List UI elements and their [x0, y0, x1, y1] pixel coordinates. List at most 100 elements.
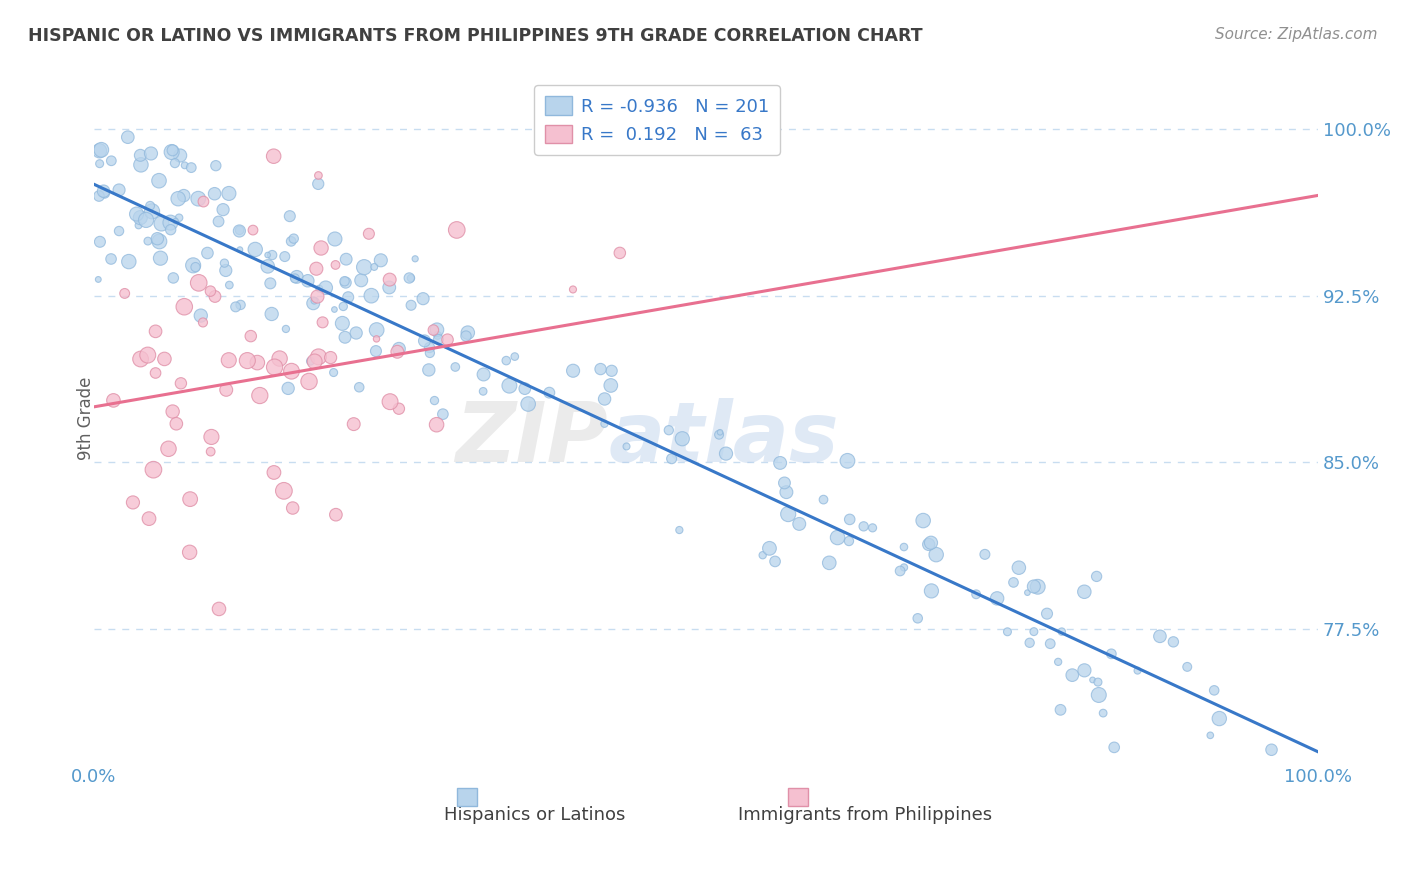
Point	[335, 276, 357, 290]
Point	[145, 324, 167, 338]
Point	[298, 375, 321, 389]
Point	[1047, 655, 1070, 669]
Point	[350, 273, 373, 287]
Point	[184, 260, 207, 274]
Point	[668, 523, 690, 537]
Point	[1073, 663, 1095, 677]
Point	[387, 344, 409, 359]
Point	[661, 451, 683, 466]
Point	[707, 427, 730, 442]
Point	[208, 602, 231, 616]
Point	[281, 501, 304, 516]
Point	[1099, 647, 1122, 661]
Point	[153, 351, 176, 366]
Point	[117, 130, 139, 145]
Point	[218, 353, 240, 368]
Point	[308, 350, 330, 364]
Point	[138, 511, 160, 525]
Point	[239, 329, 262, 343]
Point	[260, 307, 283, 321]
Point	[1017, 585, 1039, 599]
Point	[503, 350, 526, 364]
Point	[378, 280, 401, 294]
Point	[136, 348, 159, 362]
Point	[242, 223, 264, 237]
Point	[159, 216, 181, 230]
Point	[388, 401, 411, 416]
Point	[173, 300, 195, 314]
Point	[169, 148, 191, 162]
Point	[472, 368, 495, 382]
Point	[427, 332, 450, 346]
Point	[1050, 624, 1073, 639]
Point	[773, 475, 796, 490]
Point	[1085, 569, 1108, 583]
Point	[197, 246, 219, 260]
Point	[139, 199, 162, 213]
Point	[709, 425, 731, 440]
Point	[228, 223, 250, 237]
Point	[323, 232, 346, 246]
Point	[207, 214, 229, 228]
Point	[472, 384, 495, 399]
Point	[498, 378, 520, 392]
Point	[920, 535, 942, 549]
Point	[246, 355, 269, 369]
Point	[297, 274, 319, 288]
Point	[215, 263, 238, 277]
Point	[907, 611, 929, 625]
Point	[139, 146, 162, 161]
Point	[89, 156, 111, 170]
Point	[256, 248, 278, 262]
Point	[93, 186, 115, 201]
Legend: R = -0.936   N = 201, R =  0.192   N =  63: R = -0.936 N = 201, R = 0.192 N = 63	[534, 86, 780, 155]
Point	[419, 341, 441, 355]
Point	[778, 507, 800, 521]
Point	[973, 547, 995, 561]
Point	[114, 286, 136, 301]
Point	[1073, 584, 1095, 599]
Point	[299, 354, 322, 368]
Point	[889, 564, 911, 578]
Point	[347, 380, 370, 394]
Point	[432, 407, 454, 421]
Point	[122, 495, 145, 509]
Point	[1081, 673, 1104, 687]
Point	[925, 548, 948, 562]
Point	[838, 512, 860, 526]
Point	[1102, 740, 1125, 755]
Text: ZIP: ZIP	[456, 398, 609, 479]
Point	[100, 153, 122, 168]
Point	[285, 269, 308, 284]
Point	[422, 323, 444, 337]
Point	[1175, 660, 1198, 674]
Text: atlas: atlas	[609, 398, 839, 479]
Point	[444, 359, 467, 374]
Point	[838, 534, 860, 549]
Point	[259, 277, 281, 291]
Point	[305, 261, 328, 276]
Point	[236, 353, 259, 368]
Point	[370, 253, 392, 268]
Point	[1087, 675, 1109, 690]
Point	[129, 148, 152, 162]
Point	[366, 323, 388, 337]
Point	[218, 278, 240, 293]
Point	[343, 417, 366, 431]
Point	[135, 213, 157, 227]
Point	[280, 364, 302, 378]
Point	[562, 283, 585, 297]
Point	[159, 222, 181, 236]
Point	[187, 192, 209, 206]
Point	[129, 352, 152, 367]
Point	[215, 383, 238, 397]
Point	[148, 174, 170, 188]
Point	[146, 232, 169, 246]
Point	[335, 252, 357, 267]
Point	[315, 281, 337, 295]
Point	[378, 272, 401, 286]
Point	[1008, 560, 1031, 574]
Point	[893, 540, 915, 554]
Point	[249, 388, 271, 402]
Point	[388, 342, 411, 356]
